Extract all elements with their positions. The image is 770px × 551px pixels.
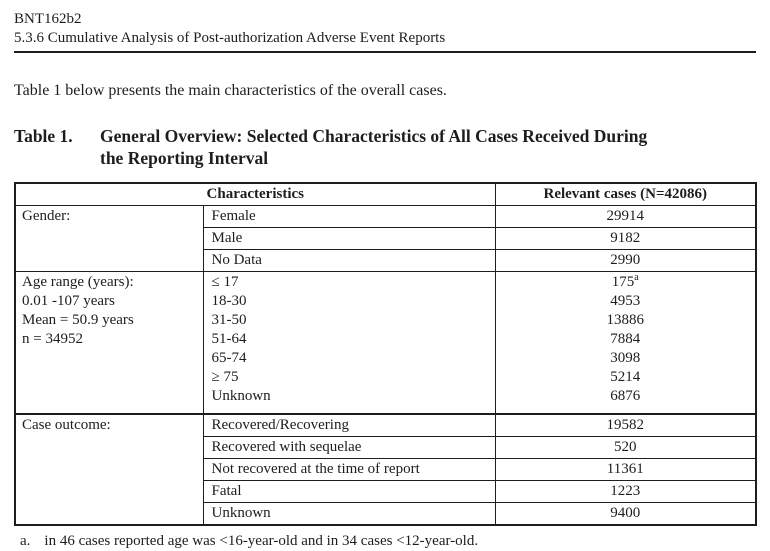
age-label-cell: Age range (years): 0.01 -107 years Mean … [14,271,204,415]
intro-paragraph: Table 1 below presents the main characte… [14,82,447,99]
document-header: BNT162b2 5.3.6 Cumulative Analysis of Po… [14,10,756,53]
footnote: a. in 46 cases reported age was <16-year-… [14,532,756,551]
count-cell: 1223 [494,480,757,503]
table-caption-label: Table 1. [14,126,73,146]
count-cell: 4953 [610,293,641,309]
count-cell: 5214 [610,369,641,385]
col-header-characteristics: Characteristics [14,182,496,206]
category-cell: Unknown [211,388,271,404]
table-row-age: Age range (years): 0.01 -107 years Mean … [14,271,757,415]
table-row: No Data 2990 [15,249,757,272]
count-cell: 2990 [494,249,757,272]
count-cell: 9400 [494,502,757,526]
category-cell: Unknown [202,502,496,526]
category-cell: ≤ 17 [211,274,239,290]
category-cell: Recovered with sequelae [202,436,496,459]
table-caption-title: General Overview: Selected Characteristi… [100,125,756,169]
footnote-text: in 46 cases reported age was <16-year-ol… [44,533,479,549]
characteristics-table: Characteristics Relevant cases (N=42086)… [14,182,757,526]
category-cell: 51-64 [211,331,247,347]
document-page: BNT162b2 5.3.6 Cumulative Analysis of Po… [14,10,757,551]
category-cell: 18-30 [211,293,247,309]
category-cell: Female [202,205,496,228]
category-cell: No Data [202,249,496,272]
document-section-title: 5.3.6 Cumulative Analysis of Post-author… [14,30,446,46]
count-cell: 13886 [606,312,645,328]
age-label-line: 0.01 -107 years [22,293,115,309]
table-row: Case outcome: Recovered/Recovering 19582 [14,413,757,526]
count-cell: 6876 [610,388,641,404]
table-row: Gender: Female 29914 [14,205,757,272]
category-cell: 31-50 [211,312,247,328]
category-cell: Fatal [202,480,496,503]
table-caption-title-line1: General Overview: Selected Characteristi… [100,126,648,146]
table-caption-title-line2: the Reporting Interval [100,148,269,168]
col-header-relevant-cases: Relevant cases (N=42086) [494,182,757,206]
table-row: Fatal 1223 [15,480,757,503]
gender-label-cell: Gender: [14,205,204,272]
count-cell: 175a [611,272,639,291]
category-cell: Not recovered at the time of report [202,458,496,481]
count-cell: 7884 [610,331,641,347]
table-row: Recovered with sequelae 520 [15,436,757,459]
category-cell: 65-74 [211,350,247,366]
age-categories-cell: ≤ 17 18-30 31-50 51-64 65-74 ≥ 75 Unknow… [202,271,496,415]
count-cell: 11361 [494,458,757,481]
age-label-line: Age range (years): [22,274,134,290]
table-row: Unknown 9400 [15,502,757,526]
count-cell: 9182 [494,227,757,250]
count-cell: 29914 [494,205,757,228]
category-cell: Male [202,227,496,250]
footnote-ref-a: a [634,272,639,283]
category-cell: ≥ 75 [211,369,239,385]
case-outcome-label-cell: Case outcome: [14,413,204,526]
count-cell: 520 [494,436,757,459]
table-header-row: Characteristics Relevant cases (N=42086) [14,182,757,206]
age-label-line: n = 34952 [22,331,83,347]
age-label-line: Mean = 50.9 years [22,312,134,328]
age-counts-cell: 175a 4953 13886 7884 3098 5214 6876 [494,271,757,415]
product-code: BNT162b2 [14,11,82,27]
table-caption: Table 1. General Overview: Selected Char… [14,125,756,169]
footnote-marker: a. [20,533,31,549]
count-cell: 19582 [494,413,757,437]
category-cell: Recovered/Recovering [202,413,496,437]
count-cell: 3098 [610,350,641,366]
